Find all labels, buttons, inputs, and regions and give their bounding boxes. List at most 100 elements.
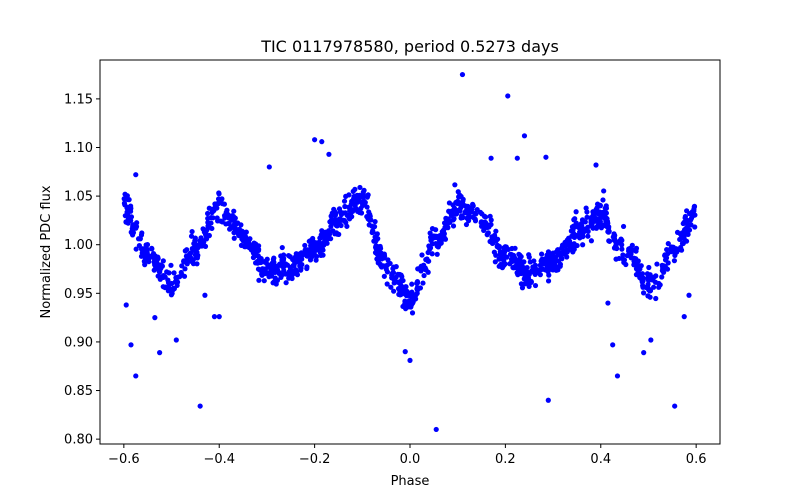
data-points — [121, 71, 698, 433]
data-point — [402, 298, 408, 304]
data-point — [253, 241, 259, 247]
data-point — [165, 288, 171, 294]
data-point — [613, 256, 619, 262]
data-point — [652, 279, 659, 285]
data-point — [585, 233, 591, 239]
data-point — [487, 213, 493, 219]
data-point — [614, 373, 621, 379]
data-point — [568, 228, 574, 234]
data-point — [355, 195, 361, 201]
data-point — [278, 253, 284, 259]
data-point — [518, 259, 525, 265]
data-point — [488, 155, 494, 161]
data-point — [433, 240, 439, 247]
data-point — [400, 277, 406, 284]
data-point — [210, 215, 216, 221]
data-point — [580, 242, 586, 248]
data-point — [433, 426, 439, 433]
data-point — [563, 247, 569, 254]
data-point — [189, 228, 195, 235]
data-point — [522, 281, 528, 287]
data-point — [128, 217, 134, 224]
data-point — [588, 238, 595, 244]
data-point — [691, 203, 698, 209]
y-tick-label: 1.15 — [64, 92, 93, 107]
data-point — [611, 231, 617, 237]
data-point — [518, 270, 524, 277]
data-point — [257, 267, 263, 273]
data-point — [680, 240, 686, 247]
data-point — [492, 235, 498, 241]
data-point — [231, 230, 237, 236]
data-point — [478, 223, 485, 229]
data-point — [133, 373, 139, 379]
data-point — [352, 205, 359, 211]
data-point — [123, 219, 129, 225]
data-point — [483, 224, 490, 230]
data-point — [216, 314, 222, 320]
data-point — [659, 274, 665, 280]
data-point — [334, 231, 340, 237]
data-point — [612, 243, 619, 249]
data-point — [390, 269, 397, 276]
data-point — [395, 286, 402, 292]
data-point — [538, 258, 544, 264]
data-point — [400, 287, 406, 293]
data-point — [209, 225, 215, 232]
data-point — [663, 255, 670, 261]
data-point — [274, 277, 281, 284]
data-point — [290, 263, 296, 269]
data-point — [414, 280, 421, 286]
data-point — [193, 249, 199, 255]
data-point — [547, 266, 553, 272]
x-tick-label: −0.6 — [108, 452, 140, 467]
data-point — [570, 249, 576, 255]
data-point — [233, 221, 239, 227]
data-point — [455, 189, 461, 195]
data-point — [539, 251, 545, 257]
data-point — [621, 259, 627, 265]
data-point — [434, 251, 440, 257]
data-point — [532, 282, 539, 289]
data-point — [342, 203, 348, 210]
data-point — [641, 350, 647, 356]
y-tick-label: 0.90 — [64, 335, 93, 350]
data-point — [415, 285, 421, 291]
data-point — [372, 234, 378, 240]
data-point — [320, 252, 326, 258]
data-point — [464, 215, 470, 221]
data-point — [190, 257, 196, 263]
data-point — [137, 236, 143, 242]
data-point — [201, 229, 207, 235]
x-tick-label: −0.2 — [299, 452, 331, 467]
data-point — [263, 269, 269, 275]
data-point — [668, 249, 674, 255]
y-tick-label: 0.80 — [64, 433, 93, 448]
data-point — [205, 210, 211, 217]
data-point — [373, 243, 379, 249]
data-point — [569, 224, 576, 230]
data-point — [239, 228, 245, 234]
chart-title: TIC 0117978580, period 0.5273 days — [260, 37, 559, 56]
data-point — [402, 349, 408, 355]
data-point — [462, 209, 469, 216]
data-point — [450, 223, 457, 229]
x-tick-label: 0.2 — [495, 452, 516, 467]
data-point — [302, 242, 308, 249]
data-point — [473, 211, 479, 217]
data-point — [403, 306, 409, 312]
data-point — [188, 233, 195, 239]
data-point — [312, 137, 318, 143]
data-point — [590, 209, 596, 215]
data-point — [433, 227, 439, 233]
data-point — [231, 235, 237, 241]
data-point — [438, 240, 444, 246]
data-point — [555, 247, 561, 253]
data-point — [179, 272, 185, 278]
data-point — [574, 242, 580, 249]
data-point — [619, 246, 625, 252]
data-point — [543, 154, 549, 160]
data-point — [497, 252, 503, 258]
data-point — [168, 262, 174, 268]
data-point — [297, 255, 303, 261]
